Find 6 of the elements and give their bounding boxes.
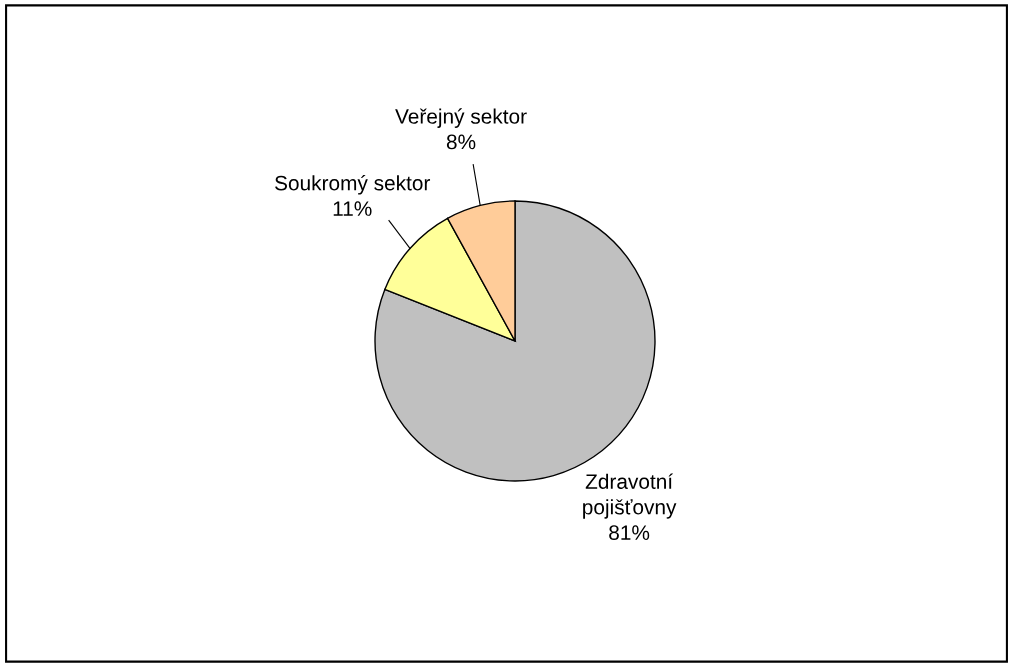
slice-label: Veřejný sektor — [395, 108, 527, 128]
data-label: 11% — [333, 201, 372, 216]
slice-label: Zdravotní pojišťovny — [583, 473, 677, 519]
data-label: 81% — [609, 525, 650, 540]
slice-label: Soukromý sektor — [275, 174, 431, 195]
data-label: 8% — [446, 134, 476, 150]
